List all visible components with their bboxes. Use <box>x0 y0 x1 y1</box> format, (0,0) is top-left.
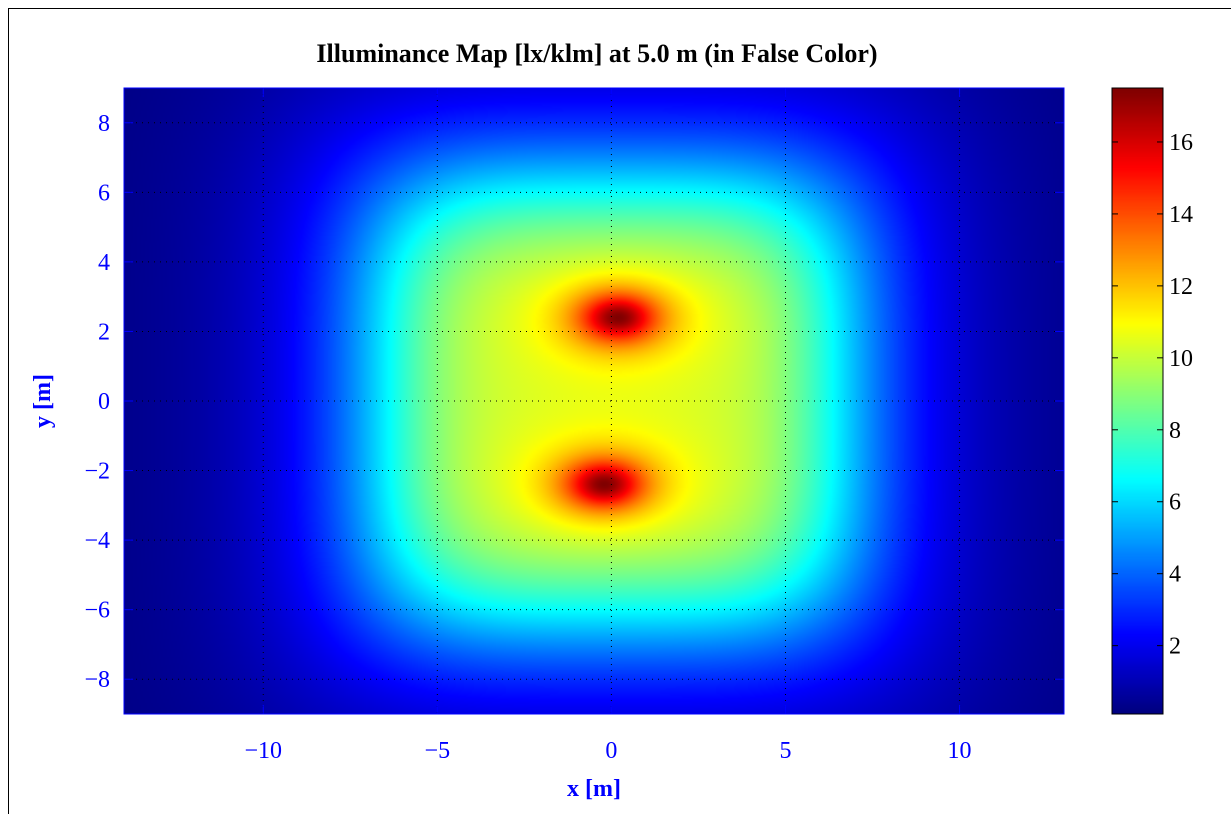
colorbar-gradient <box>1112 88 1163 714</box>
colorbar-tick-label: 4 <box>1169 562 1181 588</box>
colorbar-tick-label: 10 <box>1169 346 1193 372</box>
y-axis-ticks: 8 6 4 2 0 −2 −4 −6 −8 <box>84 111 1064 693</box>
y-tick-label: −8 <box>84 667 110 693</box>
x-axis-label: x [m] <box>567 776 621 802</box>
y-tick-label: −6 <box>84 598 110 624</box>
y-tick-label: 0 <box>98 389 110 415</box>
y-tick-label: −4 <box>84 528 110 554</box>
colorbar-tick-label: 6 <box>1169 490 1181 516</box>
colorbar-frame <box>1111 87 1164 715</box>
chart-title: Illuminance Map [lx/klm] at 5.0 m (in Fa… <box>316 39 877 68</box>
colorbar-ticks: 2 4 6 8 10 12 14 16 <box>1112 130 1193 660</box>
plot-area <box>124 88 1064 714</box>
x-axis-ticks: −10 −5 0 5 10 <box>244 88 972 764</box>
x-tick-label: 5 <box>779 738 791 764</box>
y-tick-label: −2 <box>84 459 110 485</box>
colorbar-tick-label: 8 <box>1169 418 1181 444</box>
x-tick-label: 0 <box>605 738 617 764</box>
colorbar-tick-label: 14 <box>1169 202 1193 228</box>
y-tick-label: 4 <box>98 250 110 276</box>
x-tick-label: 10 <box>948 738 972 764</box>
y-tick-label: 2 <box>98 319 110 345</box>
y-axis-label: y [m] <box>30 374 56 428</box>
y-tick-label: 6 <box>98 180 110 206</box>
colorbar-tick-label: 16 <box>1169 130 1193 156</box>
y-tick-label: 8 <box>98 111 110 137</box>
figure-border <box>8 8 1231 814</box>
heatmap-image <box>124 88 1064 714</box>
x-tick-label: −10 <box>244 738 282 764</box>
colorbar-tick-label: 2 <box>1169 634 1181 660</box>
colorbar-tick-label: 12 <box>1169 274 1193 300</box>
grid-lines <box>124 88 1064 714</box>
x-tick-label: −5 <box>425 738 451 764</box>
